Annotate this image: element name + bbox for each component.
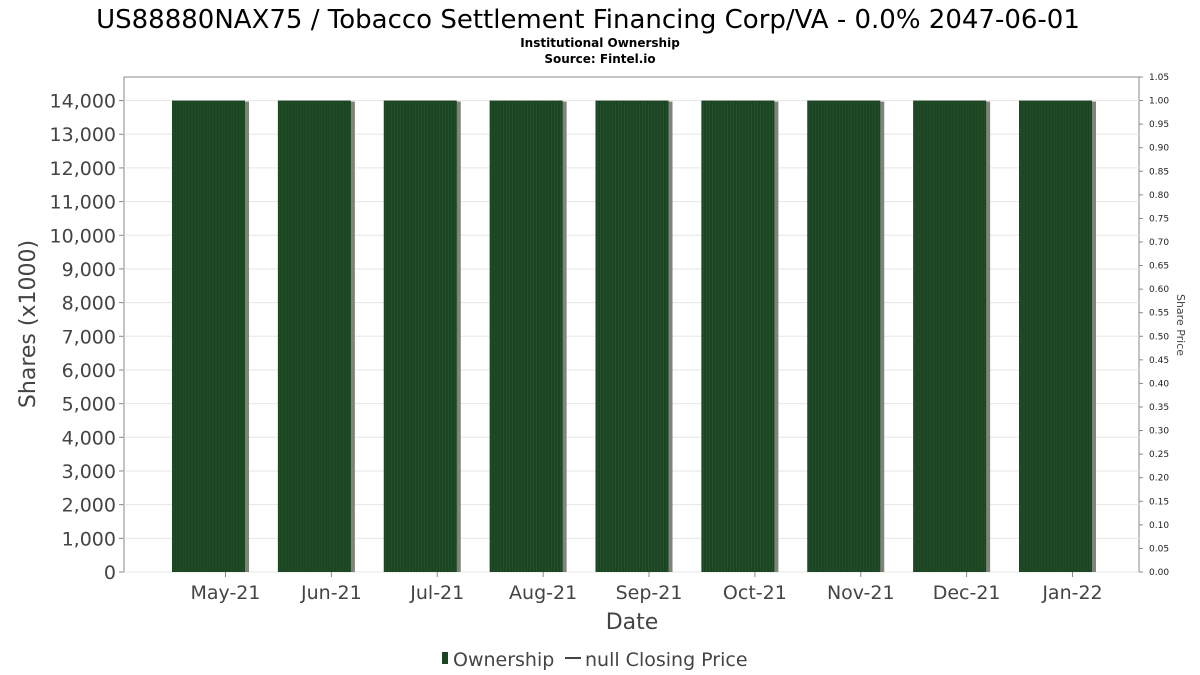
chart-subtitle-line-1: Institutional Ownership	[520, 36, 680, 50]
x-tick-label: Oct-21	[723, 582, 787, 604]
right-tick-label: 0.45	[1149, 356, 1169, 366]
x-tick-label: Nov-21	[827, 582, 895, 604]
left-tick-label: 13,000	[50, 124, 116, 146]
right-tick-label: 0.95	[1149, 120, 1169, 130]
left-tick-label: 10,000	[50, 225, 116, 247]
legend-ownership-swatch	[442, 652, 448, 664]
left-tick-label: 7,000	[62, 326, 116, 348]
x-tick-label: Jul-21	[409, 582, 464, 604]
chart-subtitle-line-2: Source: Fintel.io	[544, 52, 655, 66]
left-tick-label: 11,000	[50, 192, 116, 214]
right-tick-label: 0.05	[1149, 544, 1169, 554]
ownership-bar	[701, 100, 775, 573]
left-tick-label: 9,000	[62, 259, 116, 281]
bars-group	[172, 100, 1096, 573]
x-tick-label: Jun-21	[300, 582, 362, 604]
left-tick-label: 2,000	[62, 495, 116, 517]
x-tick-label: Sep-21	[616, 582, 683, 604]
right-tick-label: 0.15	[1149, 497, 1169, 507]
left-tick-label: 1,000	[62, 528, 116, 550]
left-tick-label: 4,000	[62, 427, 116, 449]
x-axis-ticks: May-21 Jun-21 Jul-21 Aug-21 Sep-21 Oct-21 Nov-…	[191, 572, 1103, 604]
ownership-bar	[807, 100, 881, 573]
ownership-bar	[913, 100, 987, 573]
x-tick-label: Dec-21	[933, 582, 1001, 604]
right-tick-label: 1.05	[1149, 73, 1169, 83]
ownership-bar	[489, 100, 563, 573]
legend-ownership-label: Ownership	[453, 649, 554, 671]
right-tick-label: 0.10	[1149, 521, 1169, 531]
right-tick-label: 0.20	[1149, 474, 1169, 484]
right-axis-ticks: 0.00 0.05 0.10 0.15 0.20 0.25 0.30 0.35 0.40 0.45…	[1139, 73, 1169, 578]
left-tick-label: 0	[104, 562, 116, 584]
right-tick-label: 0.90	[1149, 144, 1169, 154]
left-tick-label: 6,000	[62, 360, 116, 382]
right-tick-label: 0.40	[1149, 379, 1169, 389]
left-tick-label: 3,000	[62, 461, 116, 483]
right-tick-label: 0.30	[1149, 427, 1169, 437]
right-tick-label: 0.85	[1149, 167, 1169, 177]
right-tick-label: 0.55	[1149, 309, 1169, 319]
x-tick-label: Aug-21	[509, 582, 577, 604]
x-tick-label: Jan-22	[1041, 582, 1102, 604]
right-tick-label: 1.00	[1149, 97, 1169, 107]
right-tick-label: 0.70	[1149, 238, 1169, 248]
legend: Ownership null Closing Price	[442, 649, 748, 671]
x-tick-label: May-21	[191, 582, 261, 604]
ownership-bar	[383, 100, 457, 573]
right-tick-label: 0.00	[1149, 568, 1169, 578]
ownership-bar	[172, 100, 245, 573]
left-tick-label: 14,000	[50, 91, 116, 113]
ownership-bar	[1019, 100, 1092, 573]
right-tick-label: 0.25	[1149, 450, 1169, 460]
right-tick-label: 0.50	[1149, 332, 1169, 342]
right-tick-label: 0.65	[1149, 262, 1169, 272]
right-tick-label: 0.60	[1149, 285, 1169, 295]
chart-title: US88880NAX75 / Tobacco Settlement Financ…	[96, 5, 1080, 35]
right-tick-label: 0.35	[1149, 403, 1169, 413]
y-axis-label: Shares (x1000)	[16, 240, 41, 408]
right-tick-label: 0.80	[1149, 191, 1169, 201]
legend-closing-price-label: null Closing Price	[585, 649, 748, 671]
ownership-bar	[277, 100, 351, 573]
left-tick-label: 12,000	[50, 158, 116, 180]
y-axis-right-label: Share Price	[1174, 294, 1187, 356]
right-tick-label: 0.75	[1149, 214, 1169, 224]
x-axis-label: Date	[606, 610, 659, 635]
left-tick-label: 5,000	[62, 394, 116, 416]
left-tick-label: 8,000	[62, 293, 116, 315]
left-axis-ticks: 0 1,000 2,000 3,000 4,000 5,000 6,000 7,000 8,00…	[50, 91, 124, 584]
ownership-bar	[595, 100, 669, 573]
